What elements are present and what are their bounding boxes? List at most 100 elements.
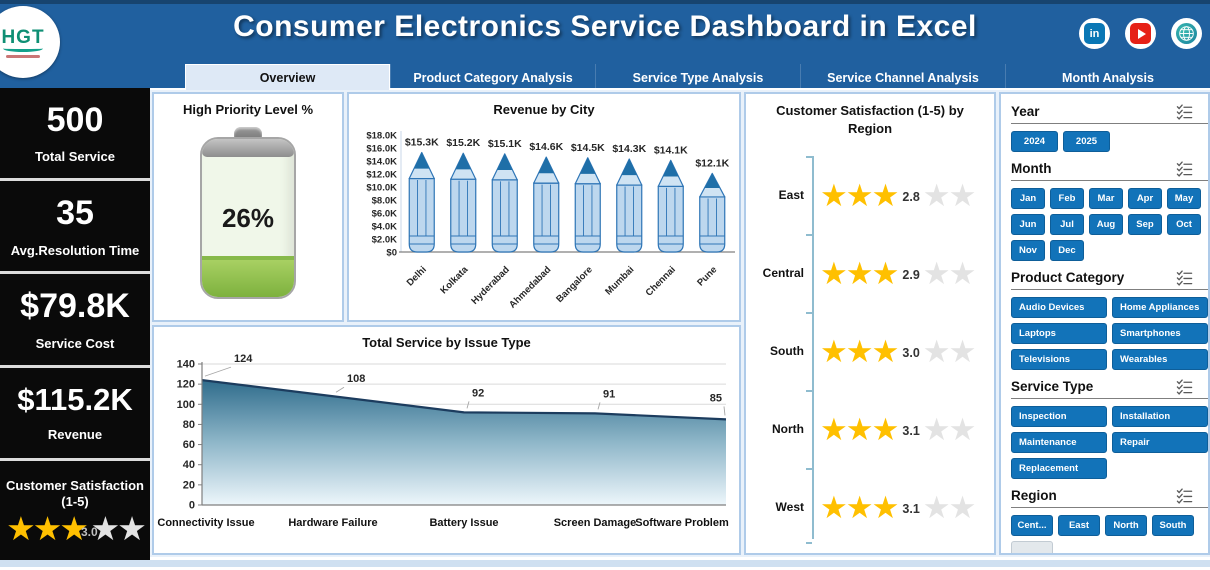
- youtube-icon[interactable]: [1125, 18, 1156, 49]
- slicer-button-aug[interactable]: Aug: [1089, 214, 1123, 235]
- globe-icon[interactable]: [1171, 18, 1202, 49]
- slicer-header-month: Month: [1011, 157, 1208, 181]
- region-axis: [806, 156, 814, 544]
- svg-text:$8.0K: $8.0K: [372, 196, 397, 207]
- slicer-button-televisions[interactable]: Televisions: [1011, 349, 1107, 370]
- star-icon: ★: [922, 255, 951, 291]
- slicer-button-sep[interactable]: Sep: [1128, 214, 1162, 235]
- slicer-button-north[interactable]: North: [1105, 515, 1147, 536]
- star-icon: ★: [922, 411, 951, 447]
- svg-text:Software Problem: Software Problem: [635, 517, 729, 529]
- slicer-button-may[interactable]: May: [1167, 188, 1201, 209]
- tab-service-channel-analysis[interactable]: Service Channel Analysis: [800, 64, 1005, 92]
- kpi-label: Service Cost: [35, 335, 115, 351]
- slicer-header-region: Region: [1011, 484, 1208, 508]
- chart-title: Total Service by Issue Type: [362, 335, 531, 350]
- tab-month-analysis[interactable]: Month Analysis: [1005, 64, 1210, 92]
- region-rating-value: 3.0: [902, 346, 920, 361]
- slicer-button-jul[interactable]: Jul: [1050, 214, 1084, 235]
- region-label: South: [770, 344, 804, 358]
- kpi-label: Revenue: [47, 427, 103, 443]
- region-star-rating: ★★★ 3.1★★: [820, 489, 976, 525]
- slicer-button-2025[interactable]: 2025: [1063, 131, 1110, 152]
- svg-text:140: 140: [177, 359, 195, 371]
- kpi-card-service-cost: $79.8K Service Cost: [0, 274, 150, 368]
- slicer-header-icons: [1176, 378, 1208, 395]
- slicer-button-jun[interactable]: Jun: [1011, 214, 1045, 235]
- slicer-buttons-month: Jan Feb Mar Apr May Jun Jul Aug Sep Oct Nov Dec: [1011, 188, 1208, 261]
- slicer-button-inspection[interactable]: Inspection: [1011, 406, 1107, 427]
- star-icon: ★: [948, 411, 977, 447]
- slicer-button-cent[interactable]: Cent...: [1011, 515, 1053, 536]
- slicer-button-installation[interactable]: Installation: [1112, 406, 1208, 427]
- svg-text:Kolkata: Kolkata: [438, 264, 471, 297]
- svg-text:120: 120: [177, 379, 195, 391]
- panel-revenue-by-city: Revenue by City $0 $2.0K $4.0K $6.0K $8.0K $1…: [347, 92, 741, 322]
- slicer-button-maintenance[interactable]: Maintenance: [1011, 432, 1107, 453]
- region-rating-value: 3.1: [902, 424, 920, 439]
- slicer-button-partial[interactable]: [1011, 541, 1053, 553]
- slicer-button-south[interactable]: South: [1152, 515, 1194, 536]
- tab-overview[interactable]: Overview: [185, 64, 390, 92]
- svg-text:Chennai: Chennai: [644, 264, 678, 298]
- kpi-card-revenue: $115.2K Revenue: [0, 368, 150, 461]
- slicer-button-apr[interactable]: Apr: [1128, 188, 1162, 209]
- slicer-button-oct[interactable]: Oct: [1167, 214, 1201, 235]
- multi-select-icon[interactable]: [1176, 269, 1193, 286]
- slicer-button-repair[interactable]: Repair: [1112, 432, 1208, 453]
- star-icon: ★: [948, 333, 977, 369]
- svg-text:Connectivity Issue: Connectivity Issue: [157, 517, 254, 529]
- slicer-button-nov[interactable]: Nov: [1011, 240, 1045, 261]
- star-icon: ★: [871, 489, 900, 525]
- region-row-west: West ★★★ 3.1★★: [756, 468, 990, 546]
- slicer-section-year: Year 2024 2025: [1011, 100, 1208, 152]
- tab-service-type-analysis[interactable]: Service Type Analysis: [595, 64, 800, 92]
- slicer-button-smartphones[interactable]: Smartphones: [1112, 323, 1208, 344]
- slicer-button-laptops[interactable]: Laptops: [1011, 323, 1107, 344]
- svg-text:$14.5K: $14.5K: [571, 142, 605, 154]
- tab-product-category-analysis[interactable]: Product Category Analysis: [390, 64, 595, 92]
- multi-select-icon[interactable]: [1176, 160, 1193, 177]
- slicer-button-jan[interactable]: Jan: [1011, 188, 1045, 209]
- svg-text:92: 92: [472, 387, 484, 399]
- slicer-button-mar[interactable]: Mar: [1089, 188, 1123, 209]
- svg-text:Battery Issue: Battery Issue: [429, 517, 498, 529]
- svg-text:$12.0K: $12.0K: [366, 170, 397, 181]
- axis-tick: [806, 234, 812, 236]
- linkedin-icon[interactable]: in: [1079, 18, 1110, 49]
- slicer-button-home-appliances[interactable]: Home Appliances: [1112, 297, 1208, 318]
- star-icon: ★: [871, 411, 900, 447]
- multi-select-icon[interactable]: [1176, 103, 1193, 120]
- svg-text:80: 80: [183, 419, 195, 431]
- slicer-button-dec[interactable]: Dec: [1050, 240, 1084, 261]
- slicer-button-replacement[interactable]: Replacement: [1011, 458, 1107, 479]
- slicer-button-2024[interactable]: 2024: [1011, 131, 1058, 152]
- panel-region-satisfaction: Customer Satisfaction (1-5) by Region Ea…: [744, 92, 996, 555]
- kpi-card-avg-resolution-time: 35 Avg.Resolution Time: [0, 181, 150, 275]
- region-star-rating: ★★★ 3.0★★: [820, 333, 977, 369]
- multi-select-icon[interactable]: [1176, 378, 1193, 395]
- slicer-button-wearables[interactable]: Wearables: [1112, 349, 1208, 370]
- star-icon: ★: [922, 489, 951, 525]
- svg-text:$15.2K: $15.2K: [446, 137, 480, 149]
- kpi-value: $79.8K: [20, 287, 130, 326]
- star-icon: ★: [845, 177, 874, 213]
- svg-text:$12.1K: $12.1K: [695, 157, 729, 169]
- slicer-title: Product Category: [1011, 270, 1125, 285]
- multi-select-icon[interactable]: [1176, 487, 1193, 504]
- svg-text:91: 91: [603, 388, 615, 400]
- region-label: Central: [762, 266, 804, 280]
- slicer-section-month: Month Jan Feb Mar Apr May Jun Jul Aug Sep Oct Nov De…: [1011, 157, 1208, 261]
- slicer-button-feb[interactable]: Feb: [1050, 188, 1084, 209]
- region-row-north: North ★★★ 3.1★★: [756, 390, 990, 468]
- kpi-value: $115.2K: [17, 382, 133, 418]
- slicer-title: Service Type: [1011, 379, 1094, 394]
- svg-text:$0: $0: [386, 248, 397, 259]
- kpi-value: 500: [46, 100, 104, 139]
- star-icon: ★: [6, 510, 36, 548]
- star-icon: ★: [845, 333, 874, 369]
- slicer-button-east[interactable]: East: [1058, 515, 1100, 536]
- issue-type-area-chart: 0 20 40 60 80 100 120 140 124 Connectivity Issue 1…: [157, 353, 729, 529]
- slicer-button-audio-devices[interactable]: Audio Devices: [1011, 297, 1107, 318]
- slicer-header-service-type: Service Type: [1011, 375, 1208, 399]
